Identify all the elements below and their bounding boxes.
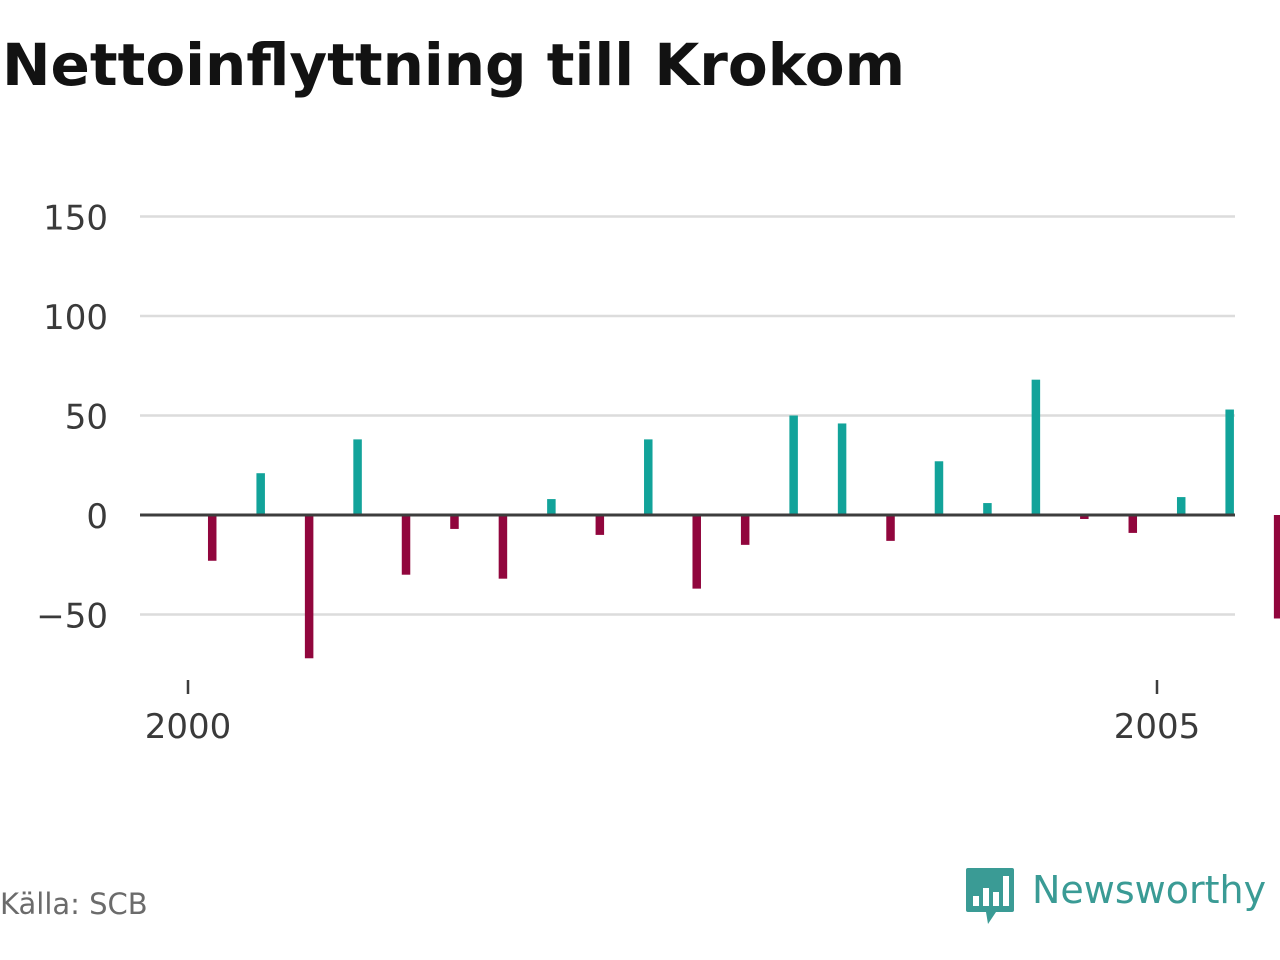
y-tick-label: 150	[43, 199, 108, 239]
bar-series	[207, 379, 1280, 659]
gridlines	[140, 215, 1235, 616]
bar	[1176, 497, 1186, 515]
bar	[740, 515, 750, 545]
bar	[1273, 515, 1280, 619]
y-tick-label: 50	[65, 398, 108, 438]
bar	[304, 515, 314, 659]
y-tick-label: 0	[86, 497, 108, 537]
bar	[1225, 409, 1234, 515]
newsworthy-logo-icon	[966, 868, 1014, 924]
bar	[207, 515, 217, 561]
bar	[547, 499, 556, 515]
x-tick-label: 2000	[145, 707, 232, 747]
y-tick-label: −50	[36, 597, 108, 637]
bar	[450, 515, 459, 529]
bar	[983, 503, 992, 515]
bar	[837, 423, 847, 515]
bar	[692, 515, 701, 589]
bar	[401, 515, 411, 575]
brand-name: Newsworthy	[1032, 868, 1267, 912]
x-tick-label: 2005	[1114, 707, 1201, 747]
bar	[595, 515, 605, 535]
bar	[789, 415, 798, 515]
chart-title: Nettoinflyttning till Krokom	[2, 31, 906, 99]
bar	[1031, 379, 1041, 515]
bar	[353, 439, 362, 515]
brand-badge: Newsworthy	[964, 864, 1266, 928]
bar	[934, 461, 944, 515]
bar	[886, 515, 895, 541]
bar	[644, 439, 653, 515]
source-label: Källa: SCB	[0, 887, 148, 921]
y-tick-label: 100	[43, 298, 108, 338]
bar	[498, 515, 508, 579]
bar	[1080, 515, 1089, 519]
bar	[256, 473, 265, 515]
bar	[1128, 515, 1138, 533]
